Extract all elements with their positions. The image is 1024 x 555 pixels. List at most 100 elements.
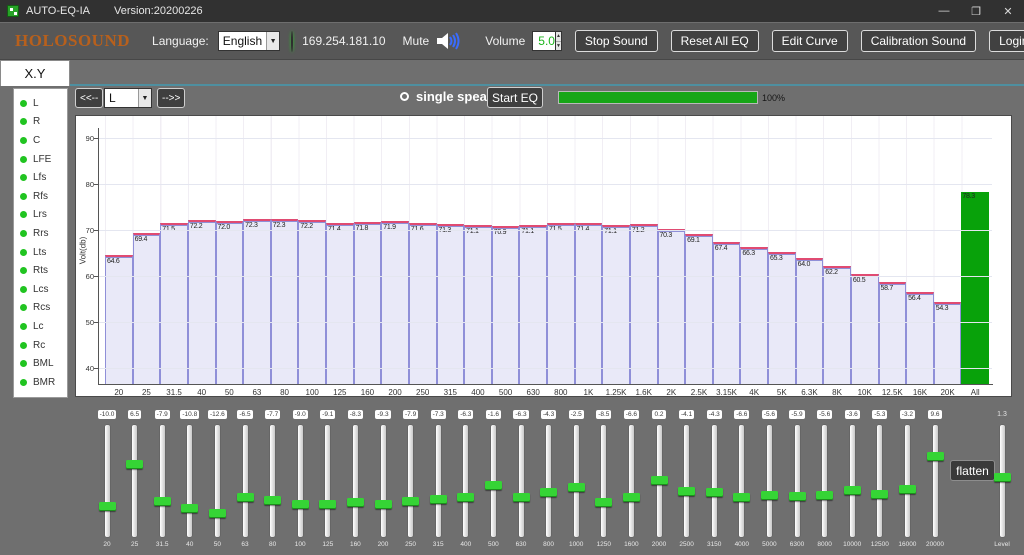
reset-all-eq-button[interactable]: Reset All EQ xyxy=(670,30,759,52)
eq-slider-12500[interactable]: -5.3 12500 xyxy=(866,403,894,548)
eq-slider-thumb[interactable] xyxy=(816,490,834,500)
flatten-button[interactable]: flatten xyxy=(950,460,995,481)
eq-slider-thumb[interactable] xyxy=(540,487,558,497)
eq-slider-track[interactable] xyxy=(760,425,778,537)
eq-slider-track[interactable] xyxy=(567,425,585,537)
eq-slider-thumb[interactable] xyxy=(843,485,861,495)
eq-slider-125[interactable]: -9.1 125 xyxy=(314,403,342,548)
eq-slider-thumb[interactable] xyxy=(678,487,696,497)
minimize-button[interactable]: — xyxy=(938,5,950,17)
eq-slider-thumb[interactable] xyxy=(98,502,116,512)
eq-slider-thumb[interactable] xyxy=(181,504,199,514)
eq-slider-track[interactable] xyxy=(705,425,723,537)
eq-slider-track[interactable] xyxy=(650,425,668,537)
eq-slider-thumb[interactable] xyxy=(622,493,640,503)
maximize-button[interactable]: ❐ xyxy=(971,5,981,18)
channel-item-rfs[interactable]: Rfs xyxy=(14,187,67,206)
start-eq-button[interactable]: Start EQ xyxy=(487,87,544,108)
spinner-up-icon[interactable]: ▲ xyxy=(555,32,561,42)
eq-slider-25[interactable]: 6.5 25 xyxy=(121,403,149,548)
eq-slider-thumb[interactable] xyxy=(346,497,364,507)
channel-item-rts[interactable]: Rts xyxy=(14,261,67,280)
eq-slider-track[interactable] xyxy=(346,425,364,537)
eq-slider-31.5[interactable]: -7.9 31.5 xyxy=(148,403,176,548)
eq-slider-50[interactable]: -12.6 50 xyxy=(203,403,231,548)
eq-slider-track[interactable] xyxy=(126,425,144,537)
eq-slider-level[interactable]: 1.3 Level xyxy=(988,403,1016,548)
eq-slider-thumb[interactable] xyxy=(705,487,723,497)
eq-slider-thumb[interactable] xyxy=(374,500,392,510)
eq-slider-track[interactable] xyxy=(181,425,199,537)
next-channel-button[interactable]: -->> xyxy=(157,88,186,108)
eq-slider-track[interactable] xyxy=(208,425,226,537)
eq-slider-630[interactable]: -6.3 630 xyxy=(507,403,535,548)
eq-slider-thumb[interactable] xyxy=(760,490,778,500)
volume-input[interactable]: 5.0 xyxy=(532,31,556,51)
eq-slider-track[interactable] xyxy=(871,425,889,537)
eq-slider-track[interactable] xyxy=(843,425,861,537)
channel-item-rc[interactable]: Rc xyxy=(14,336,67,355)
eq-slider-track[interactable] xyxy=(264,425,282,537)
eq-slider-400[interactable]: -6.3 400 xyxy=(452,403,480,548)
eq-slider-thumb[interactable] xyxy=(567,482,585,492)
eq-slider-track[interactable] xyxy=(484,425,502,537)
eq-slider-10000[interactable]: -3.6 10000 xyxy=(838,403,866,548)
eq-slider-track[interactable] xyxy=(788,425,806,537)
eq-slider-thumb[interactable] xyxy=(898,484,916,494)
eq-slider-250[interactable]: -7.9 250 xyxy=(397,403,425,548)
eq-slider-80[interactable]: -7.7 80 xyxy=(259,403,287,548)
eq-slider-63[interactable]: -6.5 63 xyxy=(231,403,259,548)
eq-slider-8000[interactable]: -5.6 8000 xyxy=(811,403,839,548)
eq-slider-315[interactable]: -7.3 315 xyxy=(424,403,452,548)
eq-slider-20[interactable]: -10.0 20 xyxy=(93,403,121,548)
eq-slider-track[interactable] xyxy=(457,425,475,537)
eq-slider-track[interactable] xyxy=(540,425,558,537)
eq-slider-thumb[interactable] xyxy=(402,496,420,506)
eq-slider-thumb[interactable] xyxy=(457,492,475,502)
eq-slider-2500[interactable]: -4.1 2500 xyxy=(673,403,701,548)
eq-slider-6300[interactable]: -5.9 6300 xyxy=(783,403,811,548)
eq-slider-track[interactable] xyxy=(678,425,696,537)
eq-slider-1000[interactable]: -2.5 1000 xyxy=(562,403,590,548)
eq-slider-track[interactable] xyxy=(816,425,834,537)
channel-item-lc[interactable]: Lc xyxy=(14,317,67,336)
channel-item-lrs[interactable]: Lrs xyxy=(14,206,67,225)
eq-slider-160[interactable]: -8.3 160 xyxy=(341,403,369,548)
single-speaker-radio[interactable] xyxy=(400,92,409,101)
eq-slider-track[interactable] xyxy=(926,425,944,537)
eq-slider-track[interactable] xyxy=(374,425,392,537)
eq-slider-thumb[interactable] xyxy=(319,499,337,509)
eq-slider-16000[interactable]: -3.2 16000 xyxy=(893,403,921,548)
tab-xy[interactable]: X.Y xyxy=(0,60,70,86)
edit-curve-button[interactable]: Edit Curve xyxy=(771,30,848,52)
eq-slider-track[interactable] xyxy=(512,425,530,537)
channel-item-rrs[interactable]: Rrs xyxy=(14,224,67,243)
eq-slider-3150[interactable]: -4.3 3150 xyxy=(700,403,728,548)
eq-slider-20000[interactable]: 9.6 20000 xyxy=(921,403,949,548)
eq-slider-thumb[interactable] xyxy=(484,480,502,490)
spinner-down-icon[interactable]: ▼ xyxy=(555,41,561,50)
eq-slider-track[interactable] xyxy=(898,425,916,537)
eq-slider-track[interactable] xyxy=(291,425,309,537)
eq-slider-1250[interactable]: -8.5 1250 xyxy=(590,403,618,548)
eq-slider-4000[interactable]: -6.6 4000 xyxy=(728,403,756,548)
eq-slider-200[interactable]: -9.3 200 xyxy=(369,403,397,548)
eq-slider-track[interactable] xyxy=(236,425,254,537)
channel-item-bmr[interactable]: BMR xyxy=(14,373,67,392)
eq-slider-500[interactable]: -1.6 500 xyxy=(479,403,507,548)
eq-slider-track[interactable] xyxy=(319,425,337,537)
channel-item-l[interactable]: L xyxy=(14,94,67,113)
channel-item-lcs[interactable]: Lcs xyxy=(14,280,67,299)
eq-slider-thumb[interactable] xyxy=(126,459,144,469)
eq-slider-thumb[interactable] xyxy=(595,498,613,508)
eq-slider-thumb[interactable] xyxy=(788,491,806,501)
channel-item-lfe[interactable]: LFE xyxy=(14,150,67,169)
prev-channel-button[interactable]: <<-- xyxy=(75,88,104,108)
language-select[interactable]: English ▼ xyxy=(217,31,281,51)
channel-select[interactable]: L ▼ xyxy=(104,88,152,108)
eq-slider-track[interactable] xyxy=(98,425,116,537)
eq-slider-track[interactable] xyxy=(622,425,640,537)
eq-slider-track[interactable] xyxy=(402,425,420,537)
eq-slider-800[interactable]: -4.3 800 xyxy=(535,403,563,548)
calibration-sound-button[interactable]: Calibration Sound xyxy=(860,30,977,52)
